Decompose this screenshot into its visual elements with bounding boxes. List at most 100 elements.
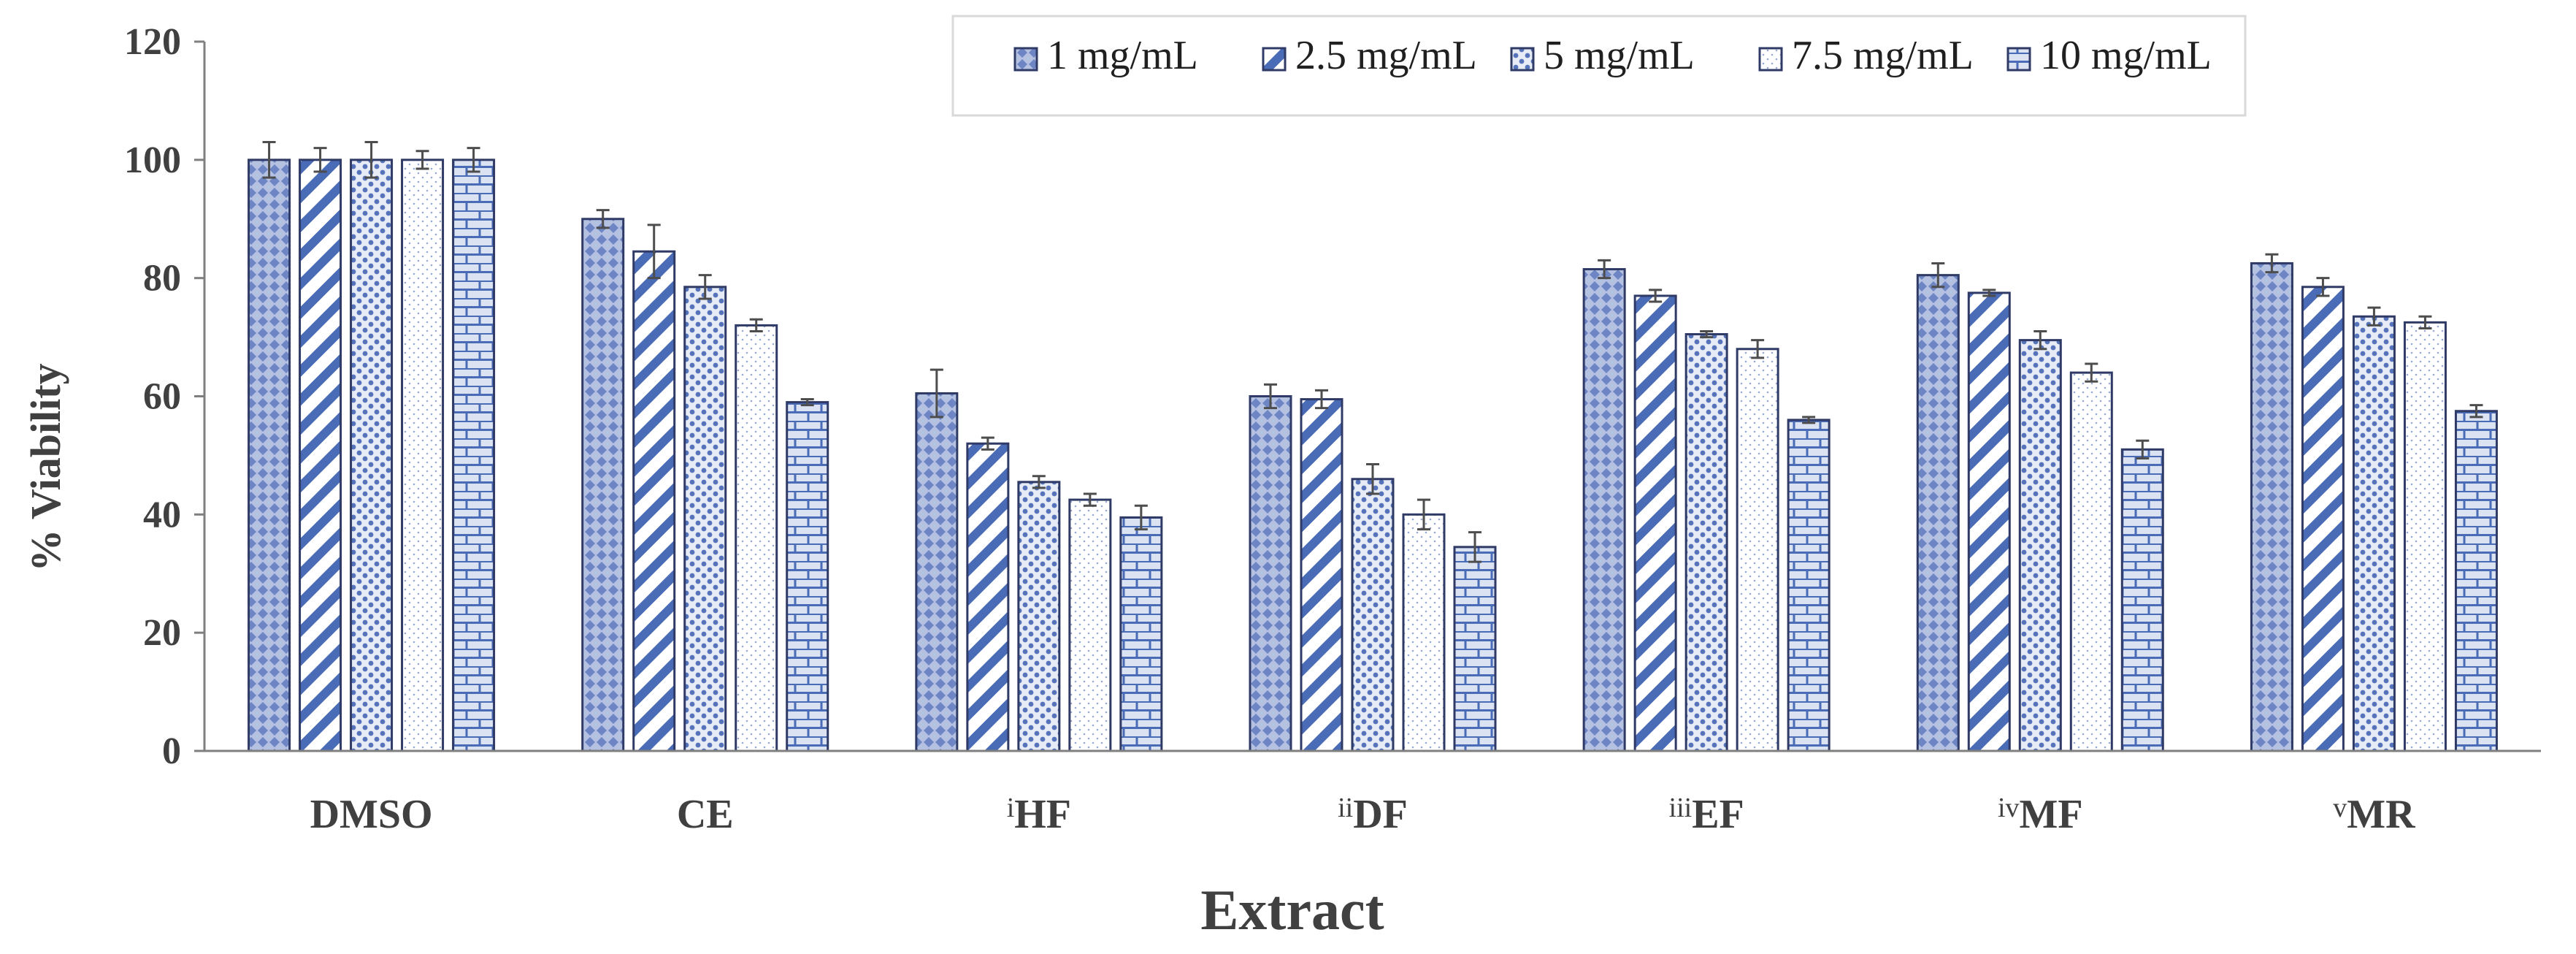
error-bar-df-5-mg-ml: [1366, 463, 1379, 495]
bar-hf-10-mg-ml: [1119, 516, 1163, 752]
legend-swatch: [1262, 47, 1287, 72]
bar-hf-1-mg-ml: [915, 392, 959, 752]
error-bar-mr-5-mg-ml: [2367, 306, 2381, 327]
error-bar-ef-1-mg-ml: [1598, 259, 1611, 280]
error-bar-ce-1-mg-ml: [596, 209, 610, 229]
legend-item-7-5-mg-ml: 7.5 mg/mL: [1758, 33, 1974, 78]
y-tick-label: 0: [162, 730, 181, 772]
error-bar-hf-5-mg-ml: [1032, 475, 1046, 489]
error-bar-hf-1-mg-ml: [929, 368, 943, 419]
bar-df-10-mg-ml: [1453, 546, 1497, 752]
bar-ef-10-mg-ml: [1787, 419, 1831, 752]
legend-label: 1 mg/mL: [1047, 33, 1198, 78]
y-axis: 0 20 40 60 80 100 120: [124, 21, 206, 772]
error-bar-df-1-mg-ml: [1264, 383, 1277, 410]
bar-mr-7-5-mg-ml: [2403, 321, 2447, 752]
bar-dmso-2-5-mg-ml: [299, 159, 342, 752]
x-tick-label-ef: iiiEF: [1669, 792, 1744, 837]
y-tick-label: 60: [143, 376, 181, 418]
error-bar-ef-2-5-mg-ml: [1649, 289, 1663, 303]
bar-mf-10-mg-ml: [2120, 448, 2164, 752]
bar-ce-2-5-mg-ml: [632, 250, 676, 752]
bar-df-2-5-mg-ml: [1300, 398, 1343, 752]
bar-df-7-5-mg-ml: [1402, 513, 1446, 752]
error-bar-dmso-2-5-mg-ml: [313, 147, 327, 173]
error-bar-ef-10-mg-ml: [1802, 416, 1816, 424]
error-bar-mf-5-mg-ml: [2033, 329, 2047, 351]
x-tick-label-mf: ivMF: [1998, 792, 2083, 837]
legend-swatch: [1510, 47, 1535, 72]
error-bar-hf-7-5-mg-ml: [1083, 492, 1097, 507]
legend-item-2-5-mg-ml: 2.5 mg/mL: [1262, 33, 1477, 78]
legend-item-10-mg-ml: 10 mg/mL: [2006, 33, 2212, 78]
y-tick-label: 40: [143, 494, 181, 535]
error-bar-mf-7-5-mg-ml: [2085, 362, 2098, 383]
legend-item-5-mg-ml: 5 mg/mL: [1510, 33, 1695, 78]
legend-label: 10 mg/mL: [2040, 33, 2212, 78]
bar-mf-5-mg-ml: [2018, 339, 2062, 752]
error-bar-ce-5-mg-ml: [698, 274, 712, 300]
bar-mr-5-mg-ml: [2352, 315, 2396, 752]
x-axis: DMSO CE iHF iiDF iiiEF ivMF vMR: [204, 749, 2541, 837]
y-axis-title: % Viability: [22, 363, 69, 571]
bar-ef-7-5-mg-ml: [1736, 348, 1779, 752]
bar-df-5-mg-ml: [1351, 478, 1395, 752]
x-tick-label-ce: CE: [677, 792, 734, 837]
error-bar-mf-2-5-mg-ml: [1982, 289, 1996, 297]
error-bar-ce-7-5-mg-ml: [749, 318, 763, 332]
legend: 1 mg/mL 2.5 mg/mL 5 mg/mL 7.5 mg/mL 10 mg/mL: [951, 15, 2247, 117]
bar-ef-5-mg-ml: [1684, 333, 1728, 752]
legend-item-1-mg-ml: 1 mg/mL: [1013, 33, 1198, 78]
bar-mf-2-5-mg-ml: [1967, 291, 2011, 752]
error-bar-mf-10-mg-ml: [2136, 439, 2150, 459]
error-bar-mr-2-5-mg-ml: [2316, 277, 2330, 297]
legend-swatch: [1758, 47, 1783, 72]
bar-dmso-10-mg-ml: [452, 159, 496, 752]
error-bar-hf-2-5-mg-ml: [981, 436, 994, 451]
bar-mf-7-5-mg-ml: [2069, 371, 2113, 752]
error-bar-mr-7-5-mg-ml: [2418, 315, 2432, 329]
bar-ef-1-mg-ml: [1582, 268, 1626, 752]
legend-label: 2.5 mg/mL: [1295, 33, 1477, 78]
error-bar-hf-10-mg-ml: [1134, 504, 1148, 531]
legend-swatch: [2006, 47, 2031, 72]
bar-dmso-1-mg-ml: [248, 159, 291, 752]
y-tick-label: 120: [124, 21, 181, 63]
error-bar-dmso-7-5-mg-ml: [415, 150, 429, 170]
x-tick-label-df: iiDF: [1338, 792, 1408, 837]
x-tick-label-hf: iHF: [1007, 792, 1071, 837]
legend-swatch: [1013, 47, 1038, 72]
error-bar-df-10-mg-ml: [1468, 531, 1481, 563]
y-tick-label: 100: [124, 140, 181, 181]
bar-ce-5-mg-ml: [683, 286, 727, 752]
error-bar-mf-1-mg-ml: [1931, 262, 1945, 289]
error-bar-mr-10-mg-ml: [2469, 404, 2483, 419]
bar-ef-2-5-mg-ml: [1633, 294, 1677, 752]
bar-dmso-7-5-mg-ml: [401, 159, 445, 752]
error-bars-layer: [262, 141, 2483, 563]
bar-ce-7-5-mg-ml: [735, 324, 778, 752]
error-bar-dmso-5-mg-ml: [364, 141, 378, 179]
bar-mf-1-mg-ml: [1916, 274, 1960, 752]
x-tick-label-mr: vMR: [2333, 792, 2415, 837]
error-bar-df-7-5-mg-ml: [1417, 498, 1430, 531]
error-bar-ef-5-mg-ml: [1700, 329, 1714, 339]
error-bar-dmso-1-mg-ml: [262, 141, 276, 179]
bar-hf-2-5-mg-ml: [966, 442, 1010, 752]
bar-mr-1-mg-ml: [2250, 262, 2293, 752]
bar-dmso-5-mg-ml: [350, 159, 394, 752]
error-bar-df-2-5-mg-ml: [1315, 389, 1328, 410]
x-tick-label-dmso: DMSO: [310, 792, 433, 837]
error-bar-ce-10-mg-ml: [800, 398, 814, 407]
legend-label: 5 mg/mL: [1544, 33, 1695, 78]
error-bar-ce-2-5-mg-ml: [647, 224, 661, 280]
y-tick-label: 80: [143, 258, 181, 299]
bar-hf-5-mg-ml: [1017, 481, 1061, 752]
legend-label: 7.5 mg/mL: [1792, 33, 1974, 78]
y-tick-label: 20: [143, 612, 181, 654]
bar-ce-1-mg-ml: [581, 218, 625, 752]
x-axis-title: Extract: [1200, 878, 1384, 942]
bar-mr-2-5-mg-ml: [2301, 286, 2345, 752]
error-bar-mr-1-mg-ml: [2265, 253, 2279, 274]
